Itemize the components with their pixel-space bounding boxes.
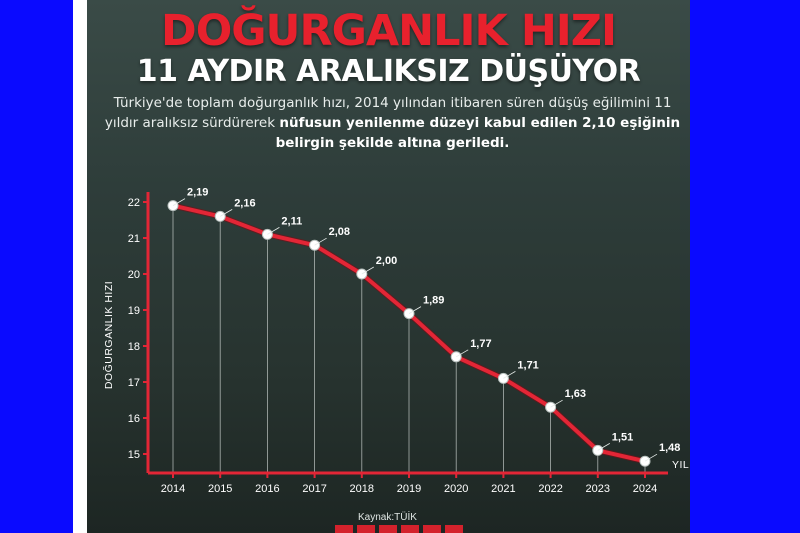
- panel-edge-strip: [73, 0, 87, 533]
- data-label: 1,51: [612, 431, 633, 443]
- data-label: 1,77: [470, 338, 491, 350]
- x-tick-label: 2022: [538, 483, 562, 495]
- x-tick-label: 2019: [397, 483, 421, 495]
- x-tick-label: 2024: [633, 483, 657, 495]
- x-tick-label: 2017: [302, 483, 326, 495]
- data-label-leader: [219, 209, 233, 217]
- y-tick-label: 22: [128, 197, 140, 209]
- y-tick-label: 20: [128, 269, 140, 281]
- y-tick-label: 21: [128, 233, 140, 245]
- data-label: 1,71: [517, 359, 538, 371]
- title-line-1: DOĞURGANLIK HIZI: [161, 6, 617, 56]
- data-label: 1,63: [565, 388, 586, 400]
- y-tick-label: 15: [128, 449, 140, 461]
- x-tick-label: 2015: [208, 483, 232, 495]
- y-axis-title: DOĞURGANLIK HIZI: [102, 281, 115, 389]
- data-label: 1,89: [423, 295, 444, 307]
- data-label-leader: [408, 306, 422, 314]
- data-label-leader: [361, 266, 375, 275]
- data-label-leader: [644, 453, 658, 462]
- data-label: 2,00: [376, 255, 397, 267]
- description-text: Türkiye'de toplam doğurganlık hızı, 2014…: [104, 95, 672, 131]
- data-label-leader: [455, 349, 469, 358]
- description: Türkiye'de toplam doğurganlık hızı, 2014…: [103, 93, 682, 153]
- data-label-leader: [503, 371, 516, 379]
- data-label-leader: [267, 227, 280, 235]
- x-tick-label: 2020: [444, 483, 468, 495]
- x-tick-label: 2016: [255, 483, 279, 495]
- publisher-logo: [335, 525, 465, 533]
- title-line-2: 11 AYDIR ARALIKSIZ DÜŞÜYOR: [136, 54, 641, 89]
- data-label: 2,19: [187, 187, 208, 199]
- data-label: 1,48: [659, 442, 680, 454]
- x-tick-label: 2023: [586, 483, 610, 495]
- data-label-leader: [172, 198, 186, 206]
- description-bold-text: nüfusun yenilenme düzeyi kabul edilen 2,…: [275, 115, 681, 151]
- source-label: Kaynak:TÜİK: [358, 512, 417, 523]
- data-label: 2,11: [281, 215, 302, 227]
- data-label-leader: [550, 399, 563, 408]
- x-tick-label: 2021: [491, 483, 515, 495]
- y-tick-label: 19: [128, 305, 140, 317]
- data-label: 2,16: [234, 197, 255, 209]
- left-frame: [0, 0, 73, 533]
- right-frame: [690, 0, 800, 533]
- data-label-leader: [314, 237, 327, 246]
- x-tick-label: 2018: [350, 483, 374, 495]
- y-tick-label: 16: [128, 413, 140, 425]
- x-tick-label: 2014: [161, 483, 185, 495]
- y-tick-label: 18: [128, 341, 140, 353]
- x-axis-title: YIL: [672, 459, 689, 471]
- y-tick-label: 17: [128, 377, 140, 389]
- data-label-leader: [597, 443, 611, 451]
- data-label: 2,08: [329, 226, 350, 238]
